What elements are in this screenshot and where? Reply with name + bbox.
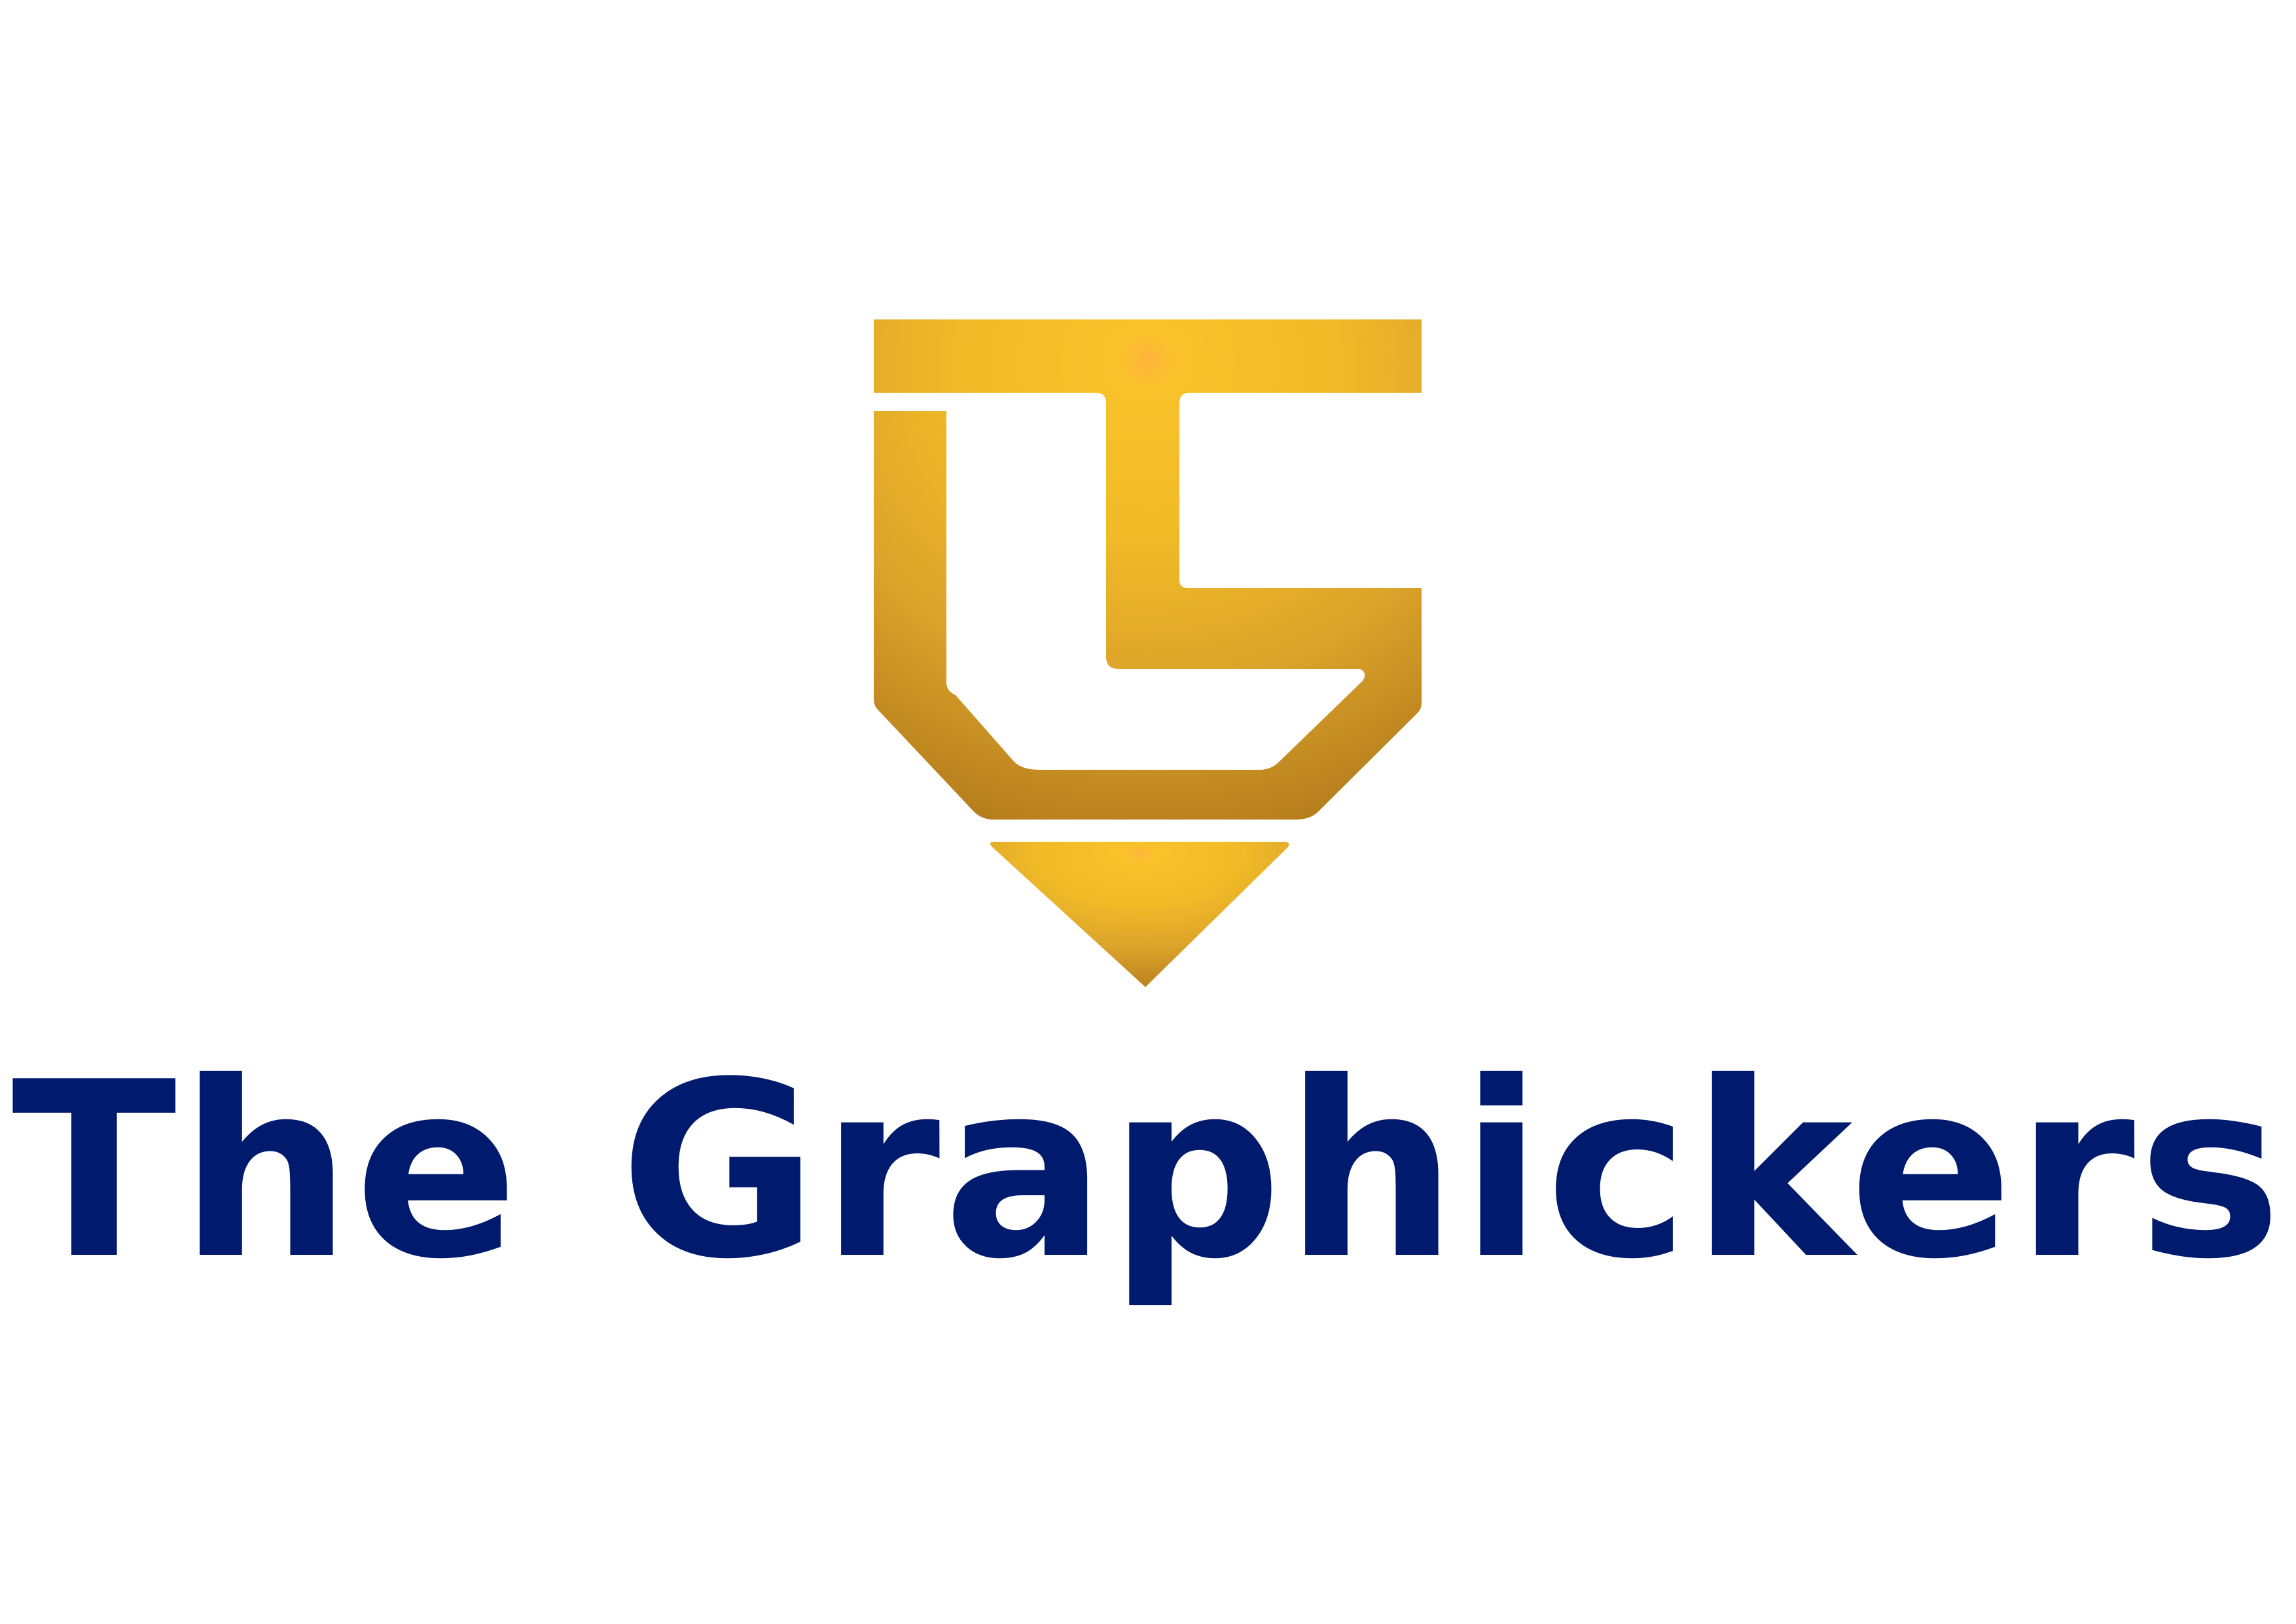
- logo-mark: [870, 319, 1427, 994]
- tg-monogram-pencil-icon: [874, 319, 1422, 987]
- brand-wordmark: The Graphickers: [0, 1021, 2296, 1322]
- monogram-top-bar: [874, 319, 1422, 820]
- monogram-pencil-tip: [990, 842, 1289, 987]
- brand-word-the: The: [11, 1031, 522, 1312]
- brand-word-graphickers: Graphickers: [619, 1031, 2285, 1312]
